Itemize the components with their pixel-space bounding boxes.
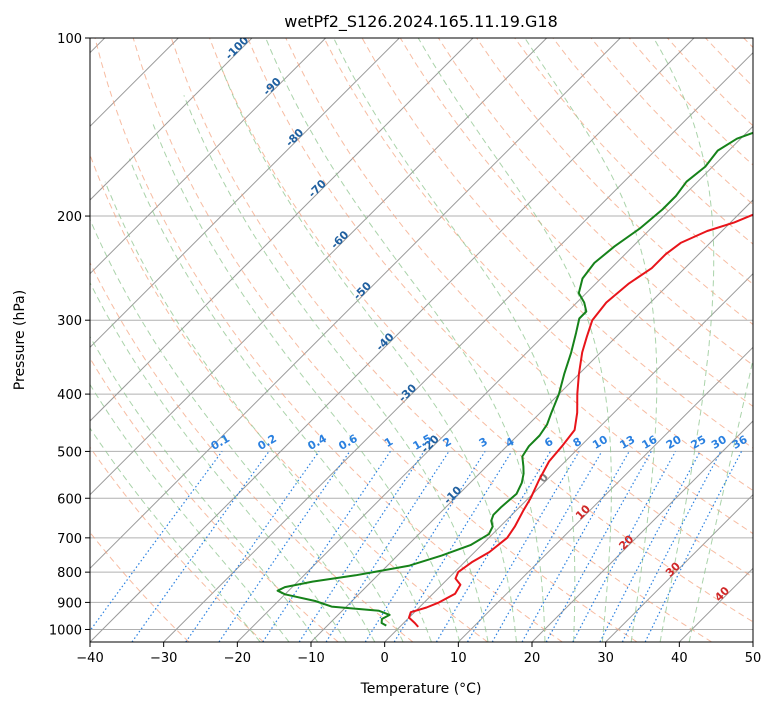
isotherm-lines: [90, 38, 753, 642]
y-tick-label: 600: [57, 492, 82, 507]
mixing-ratio-line: [298, 451, 425, 642]
mixing-ratio-line: [131, 451, 270, 642]
mixing-ratio-line: [521, 451, 630, 642]
x-tick-label: 20: [524, 651, 541, 666]
dry-adiabat: [514, 38, 753, 285]
dry-adiabat: [323, 38, 753, 492]
x-tick-label: −30: [150, 651, 177, 666]
mixing-ratio-line: [325, 451, 450, 642]
dry-adiabat: [476, 38, 753, 326]
x-axis-ticks: −40 −30 −20 −10 0 10 20 30 40 50: [76, 642, 761, 666]
y-tick-label: 1000: [49, 623, 82, 638]
moist-adiabat: [104, 181, 404, 642]
y-tick-label: 300: [57, 314, 82, 329]
isotherm-line: [236, 125, 753, 642]
dry-adiabat-lines: [90, 38, 753, 642]
isotherm-line: [90, 38, 695, 642]
mixing-ratio-line: [621, 451, 722, 642]
x-tick-label: 0: [381, 651, 389, 666]
dry-adiabat: [285, 38, 753, 535]
dry-adiabat: [90, 446, 264, 642]
moist-adiabat: [90, 383, 290, 642]
isotherm-line: [457, 346, 753, 642]
dry-adiabat: [90, 261, 414, 642]
isotherm-line: [605, 493, 753, 642]
isotherm-line: [531, 420, 753, 642]
plot-frame: [89, 37, 754, 643]
isotherm-line: [90, 38, 548, 496]
dewpoint-profile-line: [276, 131, 753, 627]
moist-adiabat: [417, 38, 612, 642]
y-axis-label: Pressure (hPa): [12, 290, 28, 390]
sounding-series: [276, 131, 753, 628]
mixing-ratio-lines: [90, 451, 743, 642]
mixing-ratio-line: [262, 451, 391, 642]
x-tick-label: 50: [745, 651, 762, 666]
moist-adiabat: [183, 95, 489, 642]
moist-adiabat: [128, 158, 432, 642]
moist-adiabat: [90, 427, 261, 642]
mixing-ratio-line: [185, 451, 320, 642]
dry-adiabat: [170, 38, 712, 642]
isotherm-line: [90, 38, 253, 201]
pressure-gridlines: [90, 38, 753, 630]
mixing-ratio-line: [545, 451, 652, 642]
chart-title: wetPf2_S126.2024.165.11.19.G18: [284, 12, 558, 32]
x-tick-label: 40: [671, 651, 688, 666]
dry-adiabat: [94, 38, 563, 642]
moist-adiabat: [653, 38, 715, 642]
y-tick-label: 900: [57, 596, 82, 611]
dry-adiabat: [90, 357, 339, 642]
y-tick-label: 400: [57, 388, 82, 403]
moist-adiabat: [333, 38, 576, 642]
x-tick-label: 30: [597, 651, 614, 666]
isotherm-line: [384, 272, 753, 642]
x-axis-label: Temperature (°C): [360, 681, 482, 697]
dry-adiabat: [247, 38, 753, 578]
y-tick-label: 200: [57, 210, 82, 225]
moist-adiabat: [90, 281, 347, 642]
x-tick-label: 10: [450, 651, 467, 666]
moist-adiabat: [265, 38, 546, 642]
plot-area: -100-90-80-70-60-50-40-30-20-10010203040…: [90, 38, 753, 642]
y-tick-label: 800: [57, 566, 82, 581]
mixing-ratio-line: [572, 451, 677, 642]
moist-adiabat: [90, 335, 319, 642]
isotherm-line: [90, 38, 327, 275]
isotherm-line: [90, 38, 400, 349]
x-tick-label: −20: [224, 651, 251, 666]
dry-adiabat: [209, 38, 753, 623]
temperature-profile-line: [408, 213, 753, 628]
mixing-ratio-line: [393, 451, 513, 642]
y-tick-label: 500: [57, 445, 82, 460]
x-tick-label: −40: [76, 651, 103, 666]
isotherm-line: [90, 38, 474, 422]
y-tick-label: 700: [57, 532, 82, 547]
y-tick-label: 100: [57, 32, 82, 47]
moist-adiabat: [524, 38, 658, 642]
isotherm-line: [163, 51, 753, 642]
y-axis-ticks: 100 200 300 400 500 600 700 800 900 1000: [49, 32, 90, 638]
mixing-ratio-line: [90, 451, 223, 632]
moist-adiabat: [218, 62, 517, 642]
isotherm-line: [90, 38, 621, 570]
x-tick-label: −10: [297, 651, 324, 666]
mixing-ratio-line: [644, 451, 743, 642]
moist-adiabat: [688, 356, 753, 642]
mixing-ratio-line: [218, 451, 351, 642]
moist-adiabat: [152, 124, 461, 642]
